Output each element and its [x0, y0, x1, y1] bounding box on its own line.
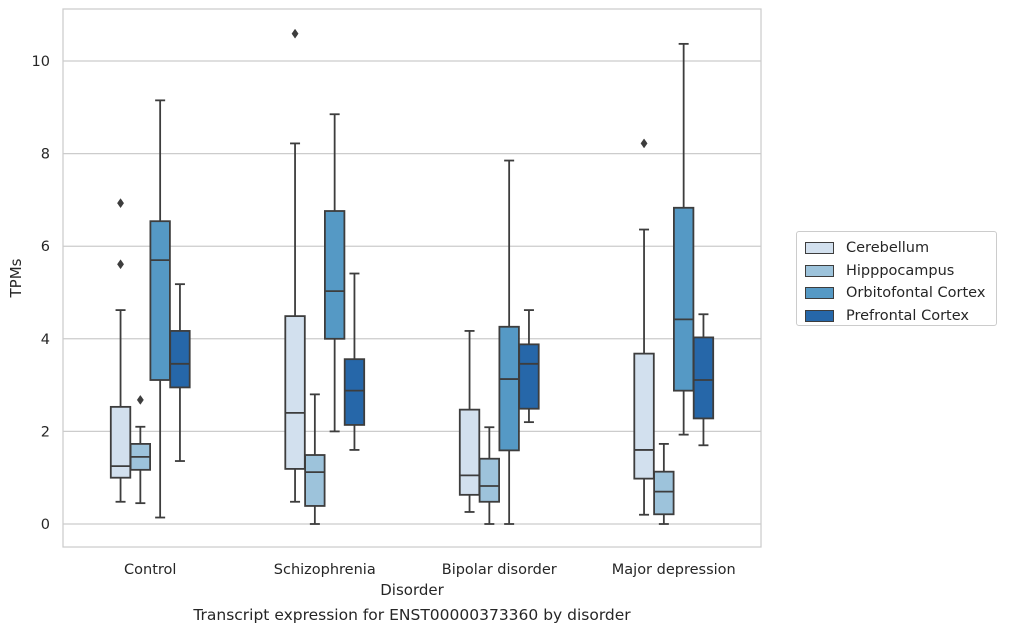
box: [633, 352, 655, 480]
box: [478, 457, 501, 503]
box-plots: [109, 28, 715, 525]
y-tick-labels: 0 2 4 6 8 10: [32, 54, 50, 533]
legend-label: Cerebellum: [846, 240, 930, 257]
legend-item-orbitofrontal: Orbitofontal Cortex: [797, 282, 996, 305]
y-tick-label: 6: [41, 239, 50, 255]
legend-item-prefrontal: Prefrontal Cortex: [797, 305, 996, 328]
y-axis-label: TPMs: [7, 258, 25, 298]
box: [284, 315, 306, 470]
outlier-point: [117, 198, 125, 209]
box: [323, 210, 346, 340]
box: [343, 358, 366, 426]
y-tick-label: 4: [41, 332, 50, 348]
box: [692, 336, 715, 420]
legend-swatch-hippocampus: [805, 264, 834, 277]
legend-item-cerebellum: Cerebellum: [797, 237, 996, 260]
x-axis-label: Disorder: [380, 581, 444, 599]
y-tick-label: 0: [41, 517, 50, 533]
box: [458, 408, 481, 496]
y-tick-label: 2: [41, 424, 50, 440]
outlier-point: [640, 138, 648, 149]
box: [653, 470, 675, 516]
legend-label: Hipppocampus: [846, 262, 955, 279]
legend-swatch-cerebellum: [805, 242, 834, 255]
legend-label: Orbitofontal Cortex: [846, 285, 986, 302]
legend-swatch-prefrontal: [805, 309, 834, 322]
y-tick-label: 8: [41, 147, 50, 163]
y-tick-label: 10: [32, 54, 50, 70]
legend-swatch-orbitofrontal: [805, 287, 834, 300]
x-tick-label: Control: [124, 562, 176, 578]
legend-item-hippocampus: Hipppocampus: [797, 260, 996, 283]
box: [518, 343, 540, 410]
box: [304, 454, 326, 507]
figure-caption: Transcript expression for ENST0000037336…: [193, 606, 631, 624]
box: [149, 220, 171, 381]
legend: Cerebellum Hipppocampus Orbitofontal Cor…: [796, 231, 997, 326]
x-tick-label: Major depression: [612, 562, 736, 578]
legend-label: Prefrontal Cortex: [846, 307, 969, 324]
box: [169, 330, 191, 389]
box: [109, 405, 132, 479]
outlier-point: [117, 259, 125, 270]
box: [673, 206, 695, 392]
x-tick-label: Bipolar disorder: [442, 562, 557, 578]
outlier-point: [136, 394, 144, 405]
box: [498, 325, 520, 452]
x-tick-labels: Control Schizophrenia Bipolar disorder Majo…: [124, 562, 736, 578]
x-tick-label: Schizophrenia: [274, 562, 376, 578]
outlier-point: [291, 28, 299, 39]
